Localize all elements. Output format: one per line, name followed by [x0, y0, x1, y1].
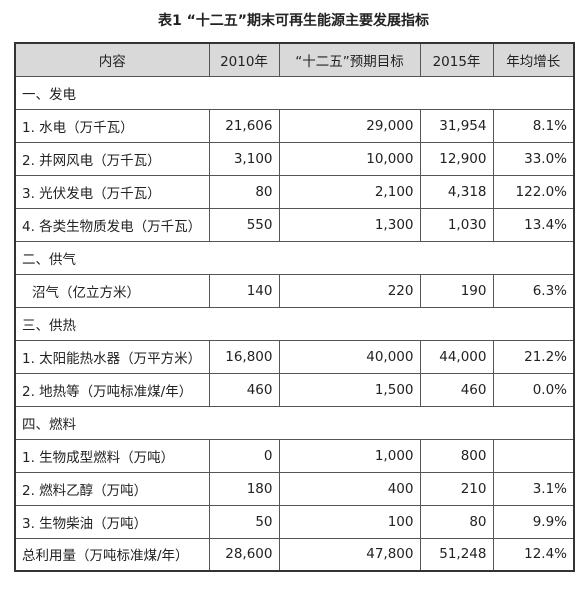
item-cell: 2. 燃料乙醇（万吨） — [14, 471, 210, 506]
value-cell: 31,954 — [419, 108, 494, 143]
value-cell: 220 — [278, 273, 421, 308]
section-cell: 一、发电 — [14, 75, 575, 110]
item-cell: 2. 并网风电（万千瓦） — [14, 141, 210, 176]
value-cell: 29,000 — [278, 108, 421, 143]
item-cell: 1. 水电（万千瓦） — [14, 108, 210, 143]
table-row: 沼气（亿立方米） 140 220 190 6.3% — [14, 273, 575, 308]
value-cell: 122.0% — [492, 174, 575, 209]
item-cell: 2. 地热等（万吨标准煤/年） — [14, 372, 210, 407]
value-cell: 80 — [419, 504, 494, 539]
table-row: 1. 太阳能热水器（万平方米） 16,800 40,000 44,000 21.2% — [14, 339, 575, 374]
value-cell: 9.9% — [492, 504, 575, 539]
section-cell: 三、供热 — [14, 306, 575, 341]
value-cell: 21,606 — [208, 108, 280, 143]
value-cell: 1,300 — [278, 207, 421, 242]
value-cell: 10,000 — [278, 141, 421, 176]
value-cell: 12.4% — [492, 537, 575, 572]
value-cell: 1,000 — [278, 438, 421, 473]
table-row: 2. 地热等（万吨标准煤/年） 460 1,500 460 0.0% — [14, 372, 575, 407]
value-cell: 3,100 — [208, 141, 280, 176]
value-cell: 100 — [278, 504, 421, 539]
table-row: 2. 燃料乙醇（万吨） 180 400 210 3.1% — [14, 471, 575, 506]
value-cell: 80 — [208, 174, 280, 209]
header-cell: 2010年 — [208, 42, 280, 77]
item-cell: 1. 生物成型燃料（万吨） — [14, 438, 210, 473]
value-cell: 460 — [419, 372, 494, 407]
value-cell: 16,800 — [208, 339, 280, 374]
value-cell: 51,248 — [419, 537, 494, 572]
table-row: 1. 水电（万千瓦） 21,606 29,000 31,954 8.1% — [14, 108, 575, 143]
table-row: 3. 生物柴油（万吨） 50 100 80 9.9% — [14, 504, 575, 539]
value-cell: 800 — [419, 438, 494, 473]
value-cell: 12,900 — [419, 141, 494, 176]
value-cell: 400 — [278, 471, 421, 506]
table-title: 表1 “十二五”期末可再生能源主要发展指标 — [157, 13, 430, 29]
header-cell: 内容 — [14, 42, 210, 77]
value-cell: 44,000 — [419, 339, 494, 374]
value-cell: 21.2% — [492, 339, 575, 374]
value-cell: 140 — [208, 273, 280, 308]
indicator-table: 内容 2010年 “十二五”预期目标 2015年 年均增长 一、发电 1. 水电（万千瓦）… — [14, 42, 575, 572]
value-cell: 3.1% — [492, 471, 575, 506]
table-row: 4. 各类生物质发电（万千瓦） 550 1,300 1,030 13.4% — [14, 207, 575, 242]
item-cell: 3. 光伏发电（万千瓦） — [14, 174, 210, 209]
header-cell: 年均增长 — [492, 42, 575, 77]
section-cell: 二、供气 — [14, 240, 575, 275]
table-row: 2. 并网风电（万千瓦） 3,100 10,000 12,900 33.0% — [14, 141, 575, 176]
table-row: 三、供热 — [14, 306, 575, 341]
value-cell: 0 — [208, 438, 280, 473]
item-cell: 1. 太阳能热水器（万平方米） — [14, 339, 210, 374]
value-cell: 47,800 — [278, 537, 421, 572]
table-row: 3. 光伏发电（万千瓦） 80 2,100 4,318 122.0% — [14, 174, 575, 209]
header-row: 内容 2010年 “十二五”预期目标 2015年 年均增长 — [14, 42, 575, 77]
header-cell: “十二五”预期目标 — [278, 42, 421, 77]
empty-cell — [492, 438, 575, 473]
value-cell: 33.0% — [492, 141, 575, 176]
value-cell: 550 — [208, 207, 280, 242]
value-cell: 0.0% — [492, 372, 575, 407]
value-cell: 28,600 — [208, 537, 280, 572]
value-cell: 40,000 — [278, 339, 421, 374]
table-row: 1. 生物成型燃料（万吨） 0 1,000 800 — [14, 438, 575, 473]
table-row: 二、供气 — [14, 240, 575, 275]
table-row: 一、发电 — [14, 75, 575, 110]
header-cell: 2015年 — [419, 42, 494, 77]
item-cell: 沼气（亿立方米） — [14, 273, 210, 308]
item-cell: 3. 生物柴油（万吨） — [14, 504, 210, 539]
value-cell: 190 — [419, 273, 494, 308]
value-cell: 210 — [419, 471, 494, 506]
value-cell: 1,500 — [278, 372, 421, 407]
value-cell: 6.3% — [492, 273, 575, 308]
value-cell: 4,318 — [419, 174, 494, 209]
section-cell: 四、燃料 — [14, 405, 575, 440]
value-cell: 1,030 — [419, 207, 494, 242]
value-cell: 13.4% — [492, 207, 575, 242]
value-cell: 460 — [208, 372, 280, 407]
value-cell: 2,100 — [278, 174, 421, 209]
value-cell: 50 — [208, 504, 280, 539]
item-cell: 4. 各类生物质发电（万千瓦） — [14, 207, 210, 242]
table-row: 总利用量（万吨标准煤/年） 28,600 47,800 51,248 12.4% — [14, 537, 575, 572]
value-cell: 8.1% — [492, 108, 575, 143]
table-row: 四、燃料 — [14, 405, 575, 440]
value-cell: 180 — [208, 471, 280, 506]
item-cell: 总利用量（万吨标准煤/年） — [14, 537, 210, 572]
